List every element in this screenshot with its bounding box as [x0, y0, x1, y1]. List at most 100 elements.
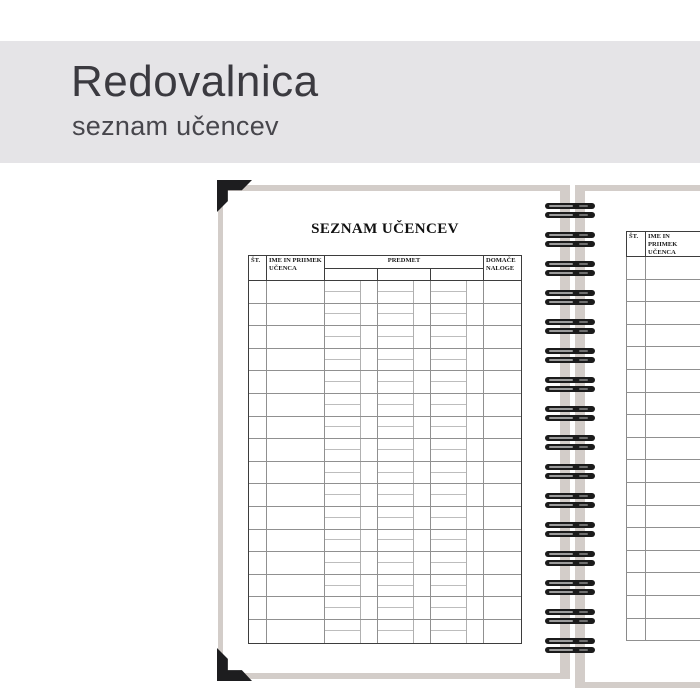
- st-cell: [627, 369, 646, 392]
- grade-cell: [325, 371, 361, 393]
- grade-half-divider: [325, 597, 360, 609]
- table-row: [626, 595, 700, 619]
- final-grade-cell: [467, 619, 484, 643]
- name-cell: [267, 439, 325, 461]
- table-row: [249, 529, 521, 553]
- predmet-subcolumn: [378, 269, 431, 280]
- name-cell: [267, 506, 325, 529]
- grade-half-divider: [431, 552, 466, 563]
- table-row: [626, 573, 700, 596]
- table-title: SEZNAM UČENCEV: [311, 221, 459, 237]
- spiral-wire-bottom: [545, 357, 595, 363]
- name-cell: [267, 393, 325, 416]
- grade-half-divider: [325, 575, 360, 586]
- header-st: ŠT.: [249, 256, 267, 280]
- grade-cell: [325, 529, 361, 552]
- grade-half-divider: [325, 349, 360, 360]
- st-cell: [249, 348, 267, 371]
- final-grade-cell: [467, 371, 484, 393]
- final-grade-cell: [467, 326, 484, 348]
- final-grade-cell: [361, 529, 378, 552]
- grade-half-divider: [431, 394, 466, 405]
- grade-cell: [325, 303, 361, 326]
- grade-cell: [431, 574, 467, 597]
- table-row: [249, 506, 521, 530]
- table-row: [626, 415, 700, 438]
- final-grade-cell: [467, 416, 484, 439]
- grade-half-divider: [378, 349, 413, 360]
- grade-cell: [325, 484, 361, 506]
- final-grade-cell: [467, 597, 484, 619]
- st-cell: [249, 281, 267, 303]
- grade-half-divider: [325, 371, 360, 383]
- spiral-coil: [545, 261, 595, 276]
- spiral-wire-top: [545, 261, 595, 267]
- spiral-wire-bottom: [545, 270, 595, 276]
- grade-cell: [378, 552, 414, 574]
- grade-half-divider: [431, 507, 466, 518]
- homework-cell: [484, 620, 521, 643]
- spiral-binding: [545, 203, 595, 667]
- grade-cell: [325, 574, 361, 597]
- name-cell: [646, 551, 700, 573]
- homework-cell: [484, 394, 521, 416]
- table-row: [626, 257, 700, 280]
- final-grade-cell: [414, 619, 431, 643]
- predmet-subcolumn: [325, 269, 378, 280]
- grade-cell: [325, 393, 361, 416]
- header-predmet-label: PREDMET: [387, 257, 421, 264]
- homework-cell: [484, 326, 521, 348]
- spiral-wire-top: [545, 464, 595, 470]
- table-row: [626, 618, 700, 642]
- grade-half-divider: [325, 304, 360, 315]
- grade-cell: [325, 597, 361, 619]
- spiral-coil: [545, 551, 595, 566]
- st-cell: [249, 393, 267, 416]
- final-grade-cell: [361, 303, 378, 326]
- table-header-row: ŠT. IME IN PRIIMEK UČENCA: [626, 231, 700, 257]
- spiral-coil: [545, 522, 595, 537]
- grade-half-divider: [378, 484, 413, 496]
- st-cell: [627, 595, 646, 618]
- name-cell: [267, 484, 325, 506]
- table-row: [626, 437, 700, 461]
- table-row: [249, 461, 521, 485]
- grade-half-divider: [431, 620, 466, 632]
- name-cell: [646, 302, 700, 324]
- grade-half-divider: [431, 326, 466, 337]
- spiral-wire-bottom: [545, 531, 595, 537]
- final-grade-cell: [361, 574, 378, 597]
- final-grade-cell: [467, 461, 484, 484]
- homework-cell: [484, 552, 521, 574]
- grade-cell: [431, 393, 467, 416]
- final-grade-cell: [414, 529, 431, 552]
- header-ime-line2: UČENCA: [269, 265, 297, 273]
- final-grade-cell: [467, 552, 484, 574]
- final-grade-cell: [467, 484, 484, 506]
- grade-cell: [378, 461, 414, 484]
- spiral-coil: [545, 609, 595, 624]
- grade-half-divider: [431, 530, 466, 541]
- spiral-wire-bottom: [545, 415, 595, 421]
- grade-cell: [431, 303, 467, 326]
- grade-cell: [431, 552, 467, 574]
- name-cell: [646, 280, 700, 302]
- st-cell: [249, 619, 267, 643]
- spiral-coil: [545, 406, 595, 421]
- name-cell: [267, 552, 325, 574]
- st-cell: [627, 460, 646, 482]
- spiral-wire-top: [545, 522, 595, 528]
- grade-cell: [378, 371, 414, 393]
- name-cell: [646, 596, 700, 618]
- grade-cell: [431, 326, 467, 348]
- grade-cell: [325, 326, 361, 348]
- table-row: [626, 369, 700, 393]
- homework-cell: [484, 484, 521, 506]
- grade-cell: [325, 348, 361, 371]
- name-cell: [646, 483, 700, 505]
- homework-cell: [484, 575, 521, 597]
- grade-half-divider: [378, 326, 413, 337]
- spiral-coil: [545, 290, 595, 305]
- spiral-coil: [545, 464, 595, 479]
- name-cell: [646, 460, 700, 482]
